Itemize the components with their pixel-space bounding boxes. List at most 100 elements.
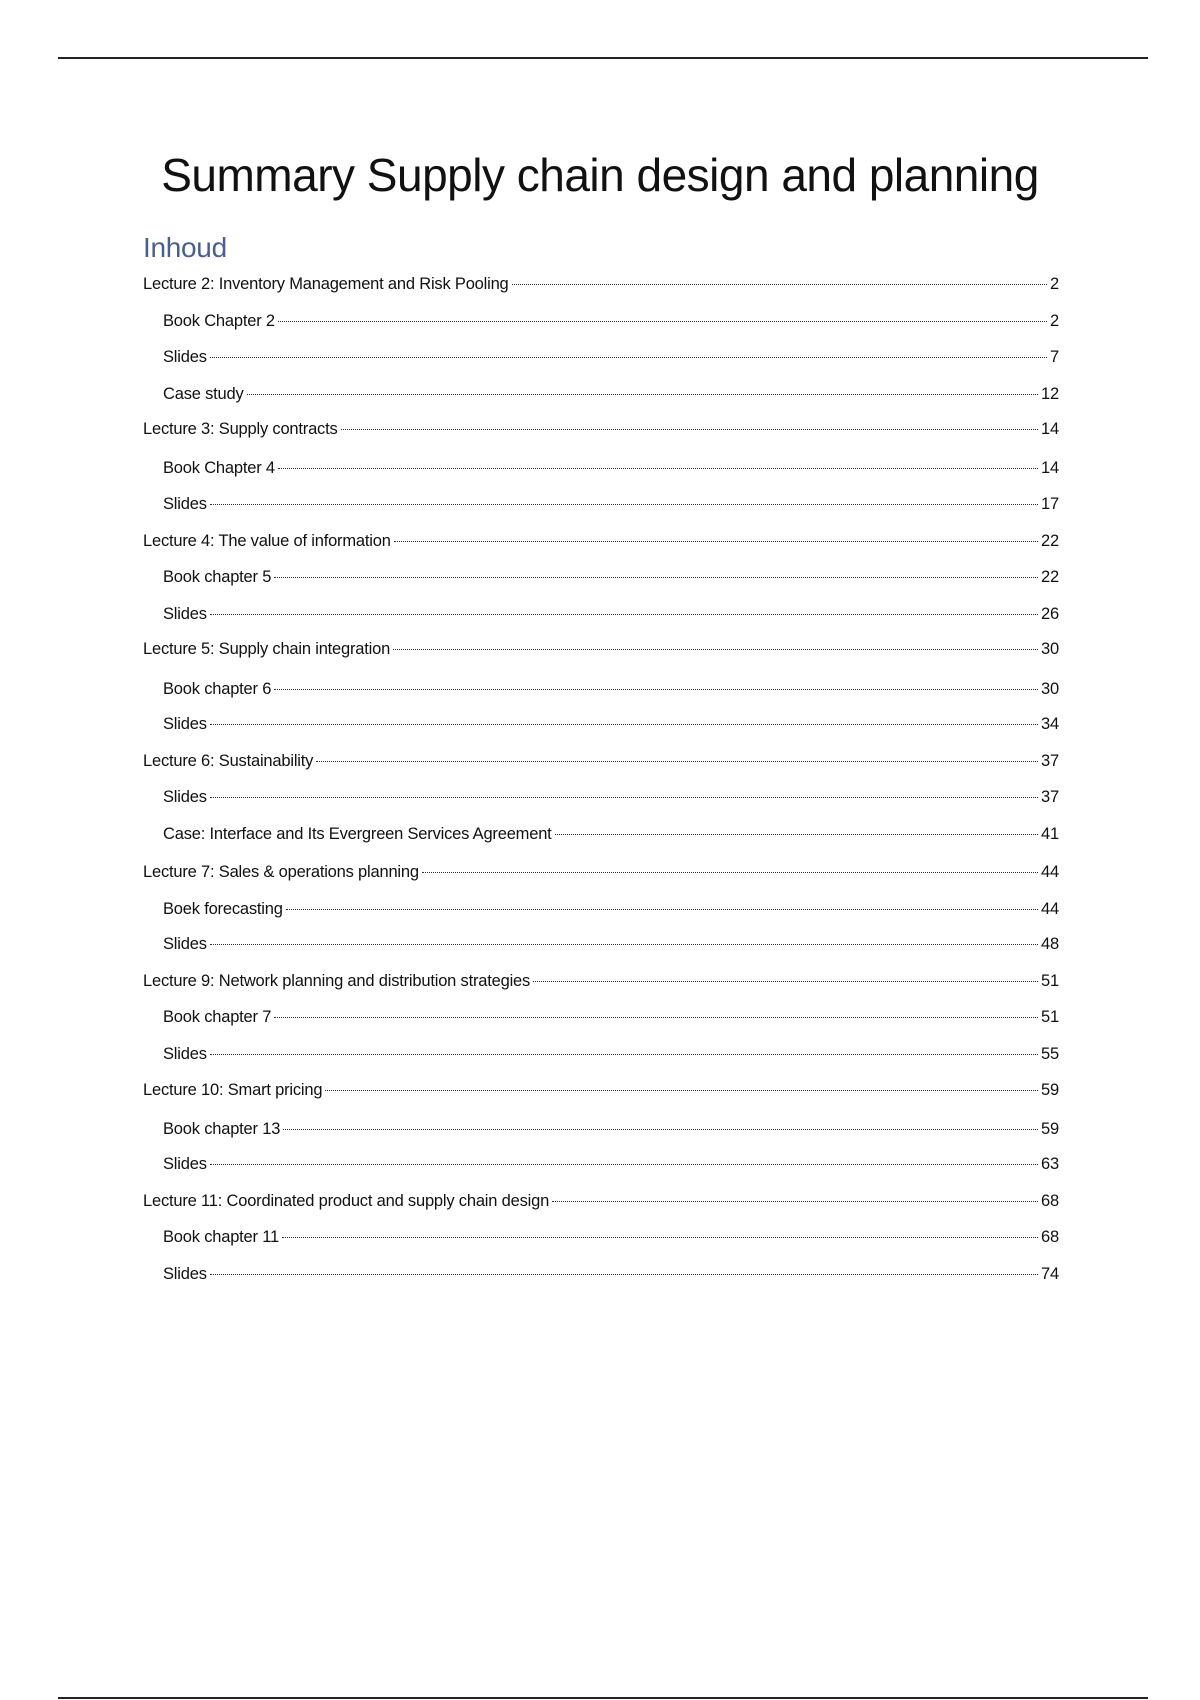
toc-entry-page: 14 [1041,459,1059,477]
toc-entry-page: 30 [1041,680,1059,698]
footer-rule [58,1697,1148,1699]
toc-entry-label: Lecture 4: The value of information [143,532,391,550]
toc-entry-page: 68 [1041,1228,1059,1246]
toc-entry[interactable]: Slides 63 [163,1155,1059,1177]
dot-leader [340,429,1039,430]
toc-entry-label: Slides [163,935,207,953]
toc-entry[interactable]: Lecture 11: Coordinated product and supp… [143,1192,1059,1214]
toc-entry-label: Slides [163,605,207,623]
toc-entry-page: 34 [1041,715,1059,733]
toc-entry-page: 26 [1041,605,1059,623]
toc-entry-page: 30 [1041,640,1059,658]
dot-leader [246,394,1039,395]
dot-leader [209,797,1039,798]
toc-entry-label: Lecture 3: Supply contracts [143,420,338,438]
toc-entry-label: Lecture 7: Sales & operations planning [143,863,419,881]
dot-leader [421,872,1039,873]
toc-entry-label: Case study [163,385,244,403]
toc-entry[interactable]: Lecture 9: Network planning and distribu… [143,972,1059,994]
dot-leader [393,541,1039,542]
dot-leader [209,1054,1039,1055]
toc-entry-page: 14 [1041,420,1059,438]
dot-leader [533,981,1039,982]
toc-entry-page: 55 [1041,1045,1059,1063]
dot-leader [552,1201,1039,1202]
dot-leader [209,724,1039,725]
toc-entry[interactable]: Book Chapter 4 14 [163,459,1059,481]
toc-entry[interactable]: Case: Interface and Its Evergreen Servic… [163,825,1059,847]
dot-leader [274,577,1039,578]
toc-entry[interactable]: Lecture 7: Sales & operations planning 44 [143,863,1059,885]
toc-entry[interactable]: Lecture 4: The value of information 22 [143,532,1059,554]
dot-leader [285,909,1039,910]
toc-entry-page: 44 [1041,863,1059,881]
toc-entry-label: Slides [163,348,207,366]
dot-leader [393,649,1039,650]
toc-entry[interactable]: Lecture 6: Sustainability 37 [143,752,1059,774]
toc-entry-page: 51 [1041,1008,1059,1026]
toc-entry-page: 59 [1041,1120,1059,1138]
toc-entry[interactable]: Slides 37 [163,788,1059,810]
toc-entry-page: 37 [1041,788,1059,806]
header-rule [58,57,1148,59]
toc-heading: Inhoud [143,232,227,263]
toc-entry-label: Lecture 9: Network planning and distribu… [143,972,531,990]
toc-entry[interactable]: Lecture 10: Smart pricing 59 [143,1081,1059,1103]
toc-entry[interactable]: Book chapter 6 30 [163,680,1059,702]
toc-entry-page: 63 [1041,1155,1059,1173]
dot-leader [283,1129,1039,1130]
toc-entry-page: 44 [1041,900,1059,918]
toc-entry[interactable]: Case study 12 [163,385,1059,407]
toc-entry[interactable]: Lecture 5: Supply chain integration 30 [143,640,1059,662]
dot-leader [209,1274,1039,1275]
toc-entry-page: 2 [1050,312,1059,330]
toc-entry[interactable]: Lecture 2: Inventory Management and Risk… [143,275,1059,297]
toc-entry-label: Book chapter 6 [163,680,272,698]
toc-entry-label: Book chapter 7 [163,1008,272,1026]
toc-entry-page: 7 [1050,348,1059,366]
toc-entry-label: Slides [163,1045,207,1063]
toc-entry[interactable]: Slides 17 [163,495,1059,517]
toc-entry-label: Case: Interface and Its Evergreen Servic… [163,825,552,843]
toc-entry[interactable]: Book chapter 13 59 [163,1120,1059,1142]
toc-entry[interactable]: Slides 55 [163,1045,1059,1067]
toc-entry[interactable]: Slides 34 [163,715,1059,737]
toc-entry-page: 2 [1050,275,1059,293]
toc-entry[interactable]: Slides 48 [163,935,1059,957]
toc-entry-page: 51 [1041,972,1059,990]
toc-entry-label: Boek forecasting [163,900,283,918]
toc-entry-label: Book Chapter 2 [163,312,275,330]
toc-entry-label: Book chapter 13 [163,1120,281,1138]
toc-entry-label: Slides [163,495,207,513]
toc-entry-page: 22 [1041,532,1059,550]
toc-entry[interactable]: Book chapter 11 68 [163,1228,1059,1250]
dot-leader [316,761,1039,762]
toc-entry-label: Slides [163,1265,207,1283]
toc-entry-page: 37 [1041,752,1059,770]
dot-leader [274,689,1039,690]
toc-entry-label: Lecture 2: Inventory Management and Risk… [143,275,509,293]
toc-entry[interactable]: Lecture 3: Supply contracts 14 [143,420,1059,442]
toc-entry[interactable]: Boek forecasting 44 [163,900,1059,922]
toc-entry[interactable]: Book chapter 7 51 [163,1008,1059,1030]
dot-leader [274,1017,1039,1018]
toc-entry[interactable]: Slides 26 [163,605,1059,627]
toc-entry[interactable]: Book chapter 5 22 [163,568,1059,590]
dot-leader [325,1090,1039,1091]
toc-entry-page: 17 [1041,495,1059,513]
toc-entry[interactable]: Slides 74 [163,1265,1059,1287]
toc-entry-label: Book chapter 5 [163,568,272,586]
toc-entry-label: Slides [163,1155,207,1173]
dot-leader [277,468,1039,469]
toc-entry[interactable]: Book Chapter 2 2 [163,312,1059,334]
dot-leader [554,834,1039,835]
toc-entry[interactable]: Slides 7 [163,348,1059,370]
toc-entry-label: Book Chapter 4 [163,459,275,477]
toc-entry-page: 12 [1041,385,1059,403]
toc-entry-label: Lecture 6: Sustainability [143,752,314,770]
dot-leader [511,284,1048,285]
toc-entry-label: Lecture 10: Smart pricing [143,1081,323,1099]
toc-entry-page: 48 [1041,935,1059,953]
document-title: Summary Supply chain design and planning [161,149,1039,201]
toc-entry-label: Slides [163,715,207,733]
